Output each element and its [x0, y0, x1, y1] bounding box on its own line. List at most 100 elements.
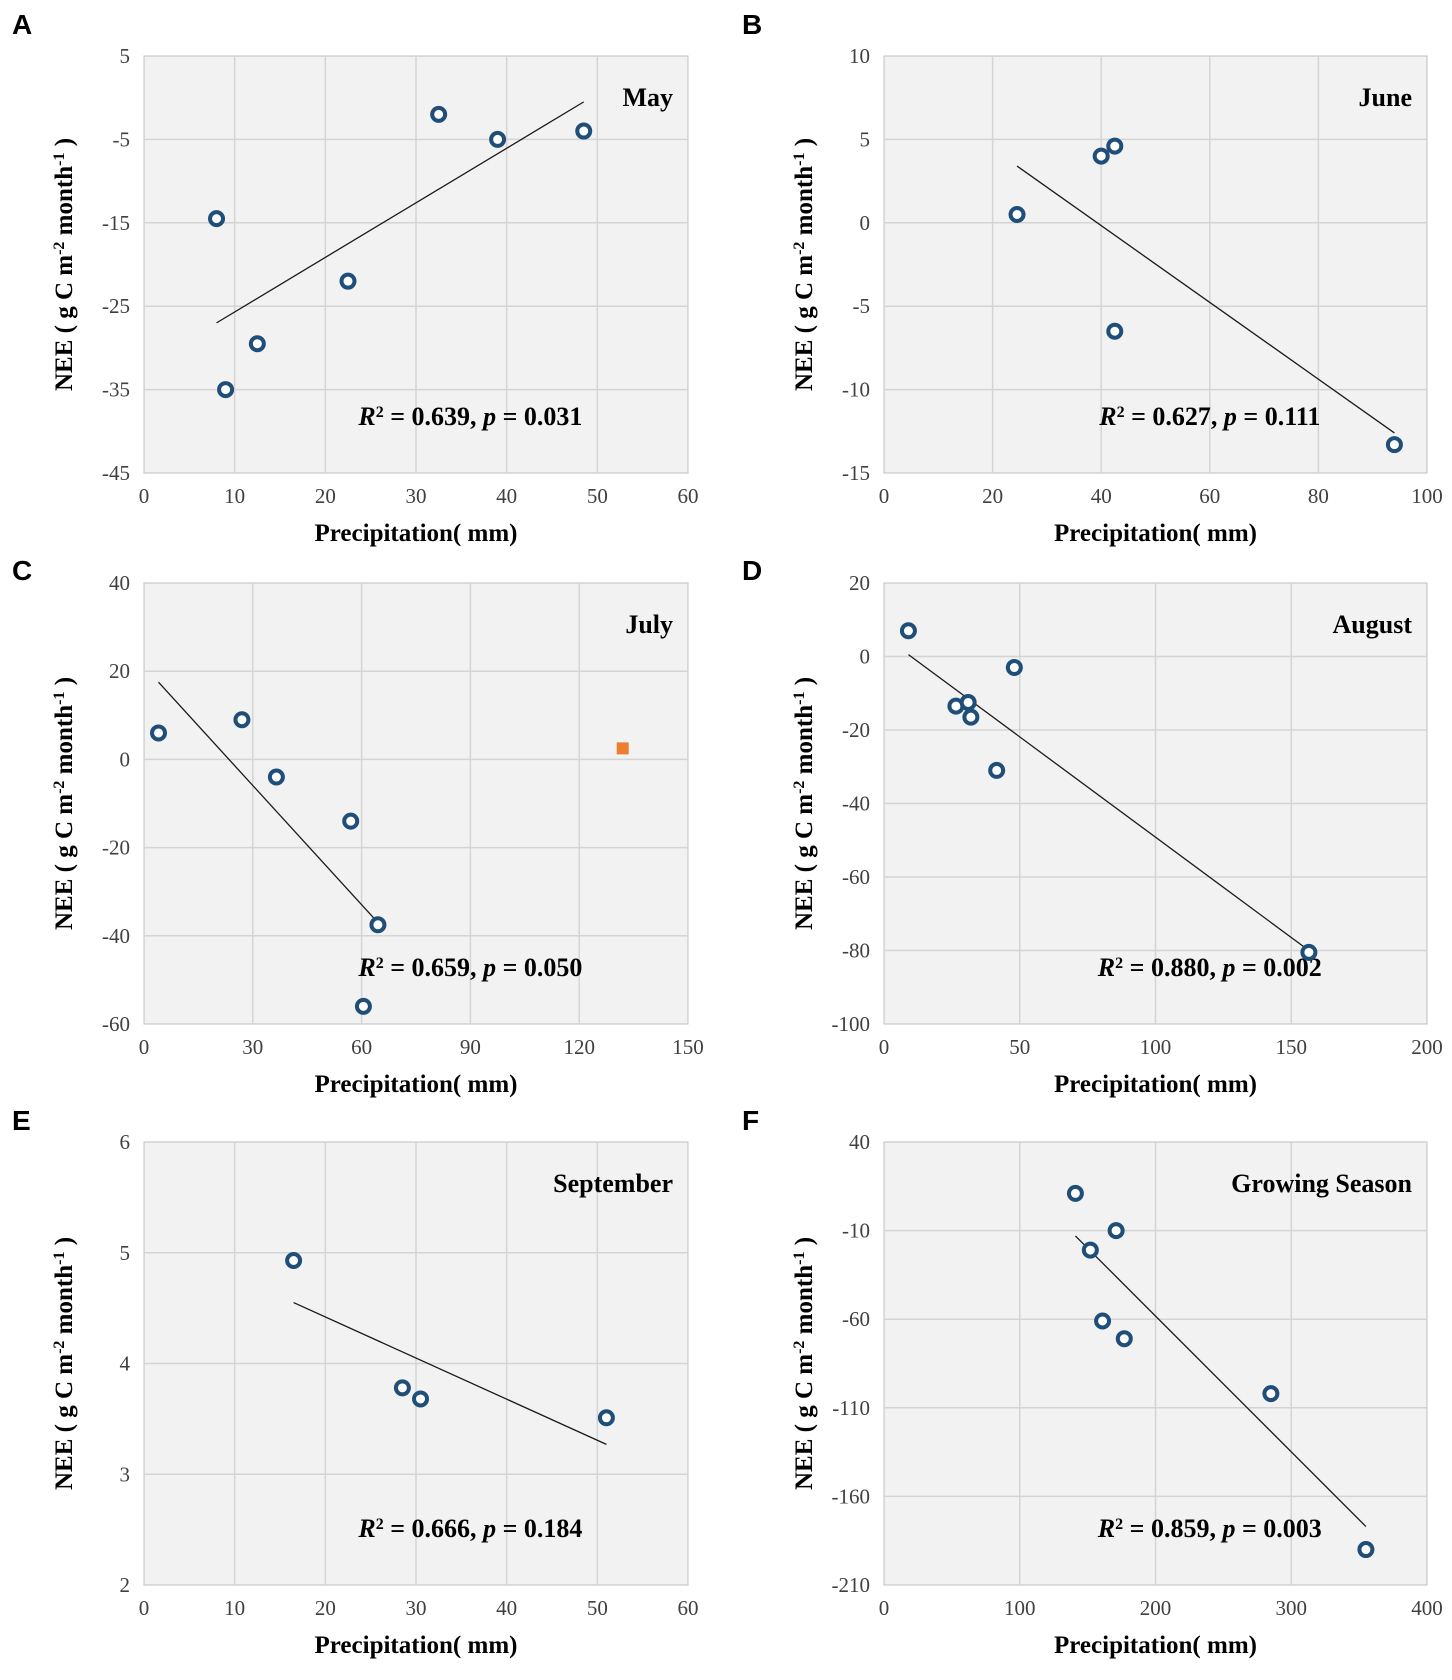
y-tick-label: 5 [120, 1241, 131, 1265]
x-tick-label: 50 [587, 484, 608, 508]
trend-line [158, 681, 379, 924]
data-point [988, 761, 1006, 779]
panel-letter: C [12, 555, 32, 586]
y-tick-label: 0 [860, 211, 871, 235]
y-tick-label: -110 [832, 1396, 870, 1420]
x-tick-label: 300 [1276, 1596, 1308, 1620]
x-axis-title: Precipitation( mm) [1054, 1071, 1257, 1098]
y-tick-label: -25 [102, 294, 130, 318]
y-tick-label: -35 [102, 378, 130, 402]
stats-annotation: R2 = 0.639, p = 0.031 [357, 402, 582, 431]
stats-annotation: R2 = 0.659, p = 0.050 [357, 953, 582, 982]
y-tick-label: -15 [842, 461, 870, 485]
x-tick-label: 40 [1091, 484, 1112, 508]
month-label: September [553, 1169, 673, 1198]
data-point [150, 724, 168, 742]
plot-area [143, 582, 689, 1025]
x-tick-label: 30 [406, 1596, 427, 1620]
trend-line [1074, 1235, 1367, 1527]
y-tick-label: -60 [842, 1307, 870, 1331]
data-point [1106, 322, 1124, 340]
x-tick-label: 10 [224, 1596, 245, 1620]
y-tick-label: -20 [102, 836, 130, 860]
data-point [233, 711, 251, 729]
x-tick-label: 40 [496, 1596, 517, 1620]
y-tick-label: -15 [102, 211, 130, 235]
month-label: July [625, 610, 673, 639]
data-point [285, 1252, 303, 1270]
y-tick-label: 2 [120, 1573, 131, 1597]
x-tick-label: 0 [139, 484, 150, 508]
y-tick-label: 4 [120, 1352, 131, 1376]
panel-d: D 0 50 100 150 200 -100 -80 -60 -40 -20 0 20 Precipit… [742, 555, 1443, 1098]
y-axis-title: NEE ( g C m-2 month-1 ) [791, 138, 819, 391]
stats-annotation: R2 = 0.666, p = 0.184 [357, 1514, 582, 1543]
x-tick-label: 0 [879, 484, 890, 508]
y-tick-label: -10 [842, 1219, 870, 1243]
data-point [354, 997, 372, 1015]
x-tick-label: 40 [496, 484, 517, 508]
panel-letter: E [12, 1105, 31, 1136]
x-axis-title: Precipitation( mm) [1054, 1632, 1257, 1659]
month-label: August [1333, 610, 1413, 639]
x-tick-label: 60 [678, 484, 699, 508]
y-tick-label: -100 [832, 1012, 871, 1036]
panel-f: F 0 100 200 300 400 -210 -160 -110 -60 -10 40 Precip… [742, 1105, 1443, 1659]
x-axis-title: Precipitation( mm) [315, 520, 518, 547]
x-axis-title: Precipitation( mm) [315, 1071, 518, 1098]
trend-line [293, 1301, 607, 1445]
x-tick-label: 0 [139, 1596, 150, 1620]
data-point [369, 916, 387, 934]
x-tick-label: 30 [242, 1035, 263, 1059]
x-axis-title: Precipitation( mm) [1054, 520, 1257, 547]
x-tick-label: 0 [139, 1035, 150, 1059]
y-axis-title: NEE ( g C m-2 month-1 ) [51, 677, 79, 930]
data-point [1005, 659, 1023, 677]
data-point [208, 210, 226, 228]
x-tick-label: 100 [1411, 484, 1443, 508]
x-tick-label: 20 [315, 1596, 336, 1620]
data-point [1092, 147, 1110, 165]
y-tick-label: 5 [120, 44, 131, 68]
data-point [1008, 205, 1026, 223]
data-point [959, 693, 977, 711]
x-tick-label: 80 [1308, 484, 1329, 508]
y-tick-label: 40 [849, 1130, 870, 1154]
x-tick-label: 100 [1004, 1596, 1036, 1620]
panel-c: C 0 30 60 90 120 150 -60 -40 -20 0 20 40 Precipitatio… [12, 555, 704, 1098]
stats-annotation: R2 = 0.859, p = 0.003 [1097, 1514, 1322, 1543]
y-tick-label: -40 [842, 792, 870, 816]
stats-annotation: R2 = 0.880, p = 0.002 [1097, 953, 1322, 982]
x-tick-label: 50 [587, 1596, 608, 1620]
data-point [1094, 1312, 1112, 1330]
outlier-point [616, 742, 629, 755]
x-tick-label: 10 [224, 484, 245, 508]
x-tick-label: 30 [406, 484, 427, 508]
data-point [489, 130, 507, 148]
y-axis-title: NEE ( g C m-2 month-1 ) [791, 677, 819, 930]
x-tick-label: 20 [982, 484, 1003, 508]
data-point [597, 1409, 615, 1427]
data-point [1300, 943, 1318, 961]
y-tick-label: 6 [120, 1130, 131, 1154]
x-tick-label: 60 [678, 1596, 699, 1620]
y-tick-label: 40 [109, 571, 130, 595]
data-point [217, 381, 235, 399]
x-tick-label: 20 [315, 484, 336, 508]
data-point [430, 105, 448, 123]
y-tick-label: -5 [113, 127, 131, 151]
x-tick-label: 90 [460, 1035, 481, 1059]
data-point [342, 812, 360, 830]
data-point [248, 335, 266, 353]
x-tick-label: 400 [1411, 1596, 1443, 1620]
y-tick-label: -60 [842, 865, 870, 889]
data-point [1115, 1330, 1133, 1348]
data-point [575, 122, 593, 140]
x-tick-label: 120 [563, 1035, 595, 1059]
data-point [1081, 1241, 1099, 1259]
x-tick-label: 200 [1140, 1596, 1172, 1620]
x-axis-title: Precipitation( mm) [315, 1632, 518, 1659]
x-tick-label: 100 [1140, 1035, 1172, 1059]
data-point [1262, 1385, 1280, 1403]
